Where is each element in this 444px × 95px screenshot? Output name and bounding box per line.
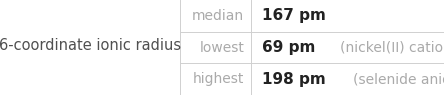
Text: 167 pm: 167 pm [262,8,326,23]
Text: median: median [192,9,244,23]
Text: lowest: lowest [199,40,244,55]
Text: (selenide anion): (selenide anion) [353,72,444,86]
Text: (nickel(II) cation): (nickel(II) cation) [340,40,444,55]
Text: 198 pm: 198 pm [262,72,326,87]
Text: highest: highest [193,72,244,86]
Text: 6-coordinate ionic radius: 6-coordinate ionic radius [0,38,181,53]
Text: 69 pm: 69 pm [262,40,315,55]
